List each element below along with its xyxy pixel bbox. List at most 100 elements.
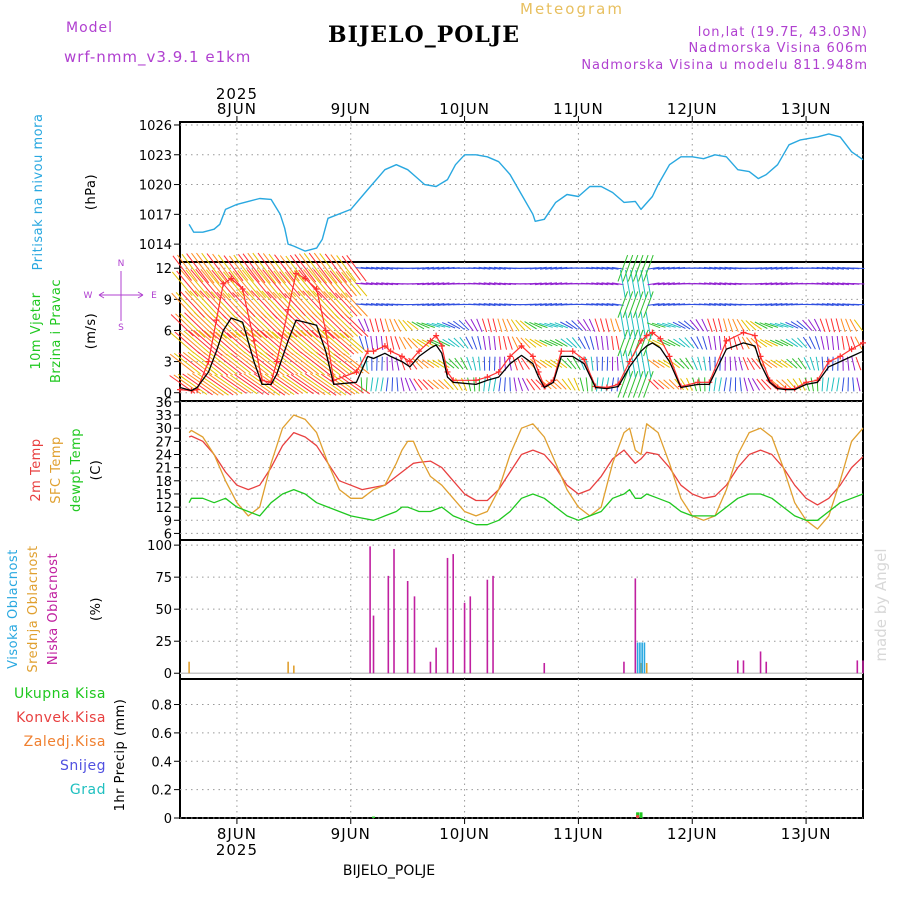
wind-arrow [647, 359, 660, 369]
wind-arrow [673, 338, 686, 348]
wind-arrow [230, 353, 258, 375]
wind-arrow [177, 373, 208, 395]
wind-arrow [643, 329, 654, 357]
y-tick-label: 1017 [139, 208, 172, 223]
wind-arrow [539, 359, 553, 368]
precip-bar [639, 812, 643, 818]
wind-arrow [183, 330, 212, 356]
temperature-series-line-3 [188, 488, 864, 526]
wind-arrow [271, 352, 299, 375]
wind-arrow [468, 303, 481, 306]
wind-arrow [622, 254, 634, 282]
wind-arrow [760, 266, 773, 270]
wind-arrow [334, 292, 358, 317]
wind-arrow [724, 303, 737, 306]
temp-unit-label: (C) [89, 460, 104, 481]
wind-arrow [797, 337, 808, 349]
wind-arrow [304, 373, 337, 396]
wind-arrow [169, 353, 195, 374]
wind-arrow [498, 335, 502, 350]
wind-arrow [391, 356, 394, 371]
wind-arrow [809, 356, 815, 371]
wind-arrow [437, 303, 450, 306]
x-tick-label-top: 8JUN [217, 100, 257, 118]
wind-arrow [755, 267, 768, 270]
wind-arrow [343, 331, 370, 354]
wind-arrow [746, 337, 756, 349]
wind-arrow [596, 303, 609, 306]
wind-arrow [184, 312, 212, 339]
compass-south: S [118, 323, 124, 333]
wind-gust-marker [250, 337, 257, 344]
wind-gust-marker [782, 385, 789, 392]
wind-arrow [832, 356, 834, 371]
wind-arrow [483, 266, 496, 270]
wind-arrow [821, 303, 834, 306]
wind-arrow [483, 303, 496, 307]
wind-arrow [755, 282, 768, 285]
wind-arrow [468, 267, 481, 270]
wind-arrow [852, 283, 865, 285]
wind-arrow [648, 379, 659, 390]
wind-arrow [591, 282, 604, 286]
wind-arrow [240, 312, 268, 339]
wind-arrow [836, 377, 840, 392]
wind-arrow [221, 332, 246, 354]
wind-arrow [481, 318, 488, 333]
wind-arrow [375, 335, 379, 350]
wind-arrow [345, 292, 368, 317]
wind-arrow [565, 320, 578, 330]
panel-frame-5 [179, 678, 864, 819]
wind-arrow [293, 291, 318, 318]
wind-arrow [852, 303, 865, 306]
wind-arrow [662, 322, 676, 328]
wind-arrow [837, 303, 850, 306]
wind-arrow [292, 312, 319, 338]
wind-arrow [286, 353, 314, 375]
wind-arrow [698, 303, 711, 306]
wind-arrow [697, 356, 703, 371]
wind-arrow [176, 270, 199, 297]
wind-arrow [460, 357, 468, 371]
wind-arrow [365, 303, 378, 306]
cloud-bar [486, 579, 489, 674]
wind-arrow [294, 254, 317, 283]
wind-gust-marker [438, 343, 445, 350]
wind-arrow [586, 282, 599, 285]
wind-arrow [360, 266, 373, 270]
wind-arrow [246, 269, 272, 299]
wind-arrow [852, 377, 855, 392]
wind-arrow [756, 378, 766, 391]
wind-arrow [406, 320, 419, 330]
wind-arrow [203, 351, 234, 376]
wind-arrow [363, 318, 370, 332]
wind-arrow [442, 282, 455, 286]
wind-arrow [820, 335, 825, 350]
y-tick-label: 15 [155, 488, 172, 503]
wind-arrow [775, 303, 788, 306]
wind-arrow [512, 356, 518, 371]
compass-east: E [151, 291, 157, 301]
wind-arrow [260, 330, 289, 356]
wind-arrow [826, 266, 839, 270]
wind-gust-marker [626, 358, 633, 365]
wind-arrow [732, 318, 739, 332]
wind-arrow [724, 266, 737, 270]
cloud-bar [856, 660, 859, 674]
wind-arrow [448, 358, 460, 369]
temperature-series-line-1 [188, 431, 864, 506]
y-tick-label: 12 [155, 501, 172, 516]
precip-bar [636, 815, 640, 818]
wind-arrow [630, 349, 636, 378]
wind-gust-marker [381, 343, 388, 350]
wind-arrow [256, 290, 283, 319]
precip-legend-item: Konvek.Kisa [16, 710, 106, 726]
wind-arrow [573, 377, 580, 392]
wind-arrow [199, 290, 227, 319]
wind-arrow [503, 335, 507, 350]
wind-gust-marker [213, 317, 220, 324]
cloud-bar [759, 651, 762, 674]
temp-panel-label-sfc: SFC Temp [49, 436, 64, 504]
wind-arrow [256, 268, 282, 299]
wind-arrow [625, 269, 631, 298]
